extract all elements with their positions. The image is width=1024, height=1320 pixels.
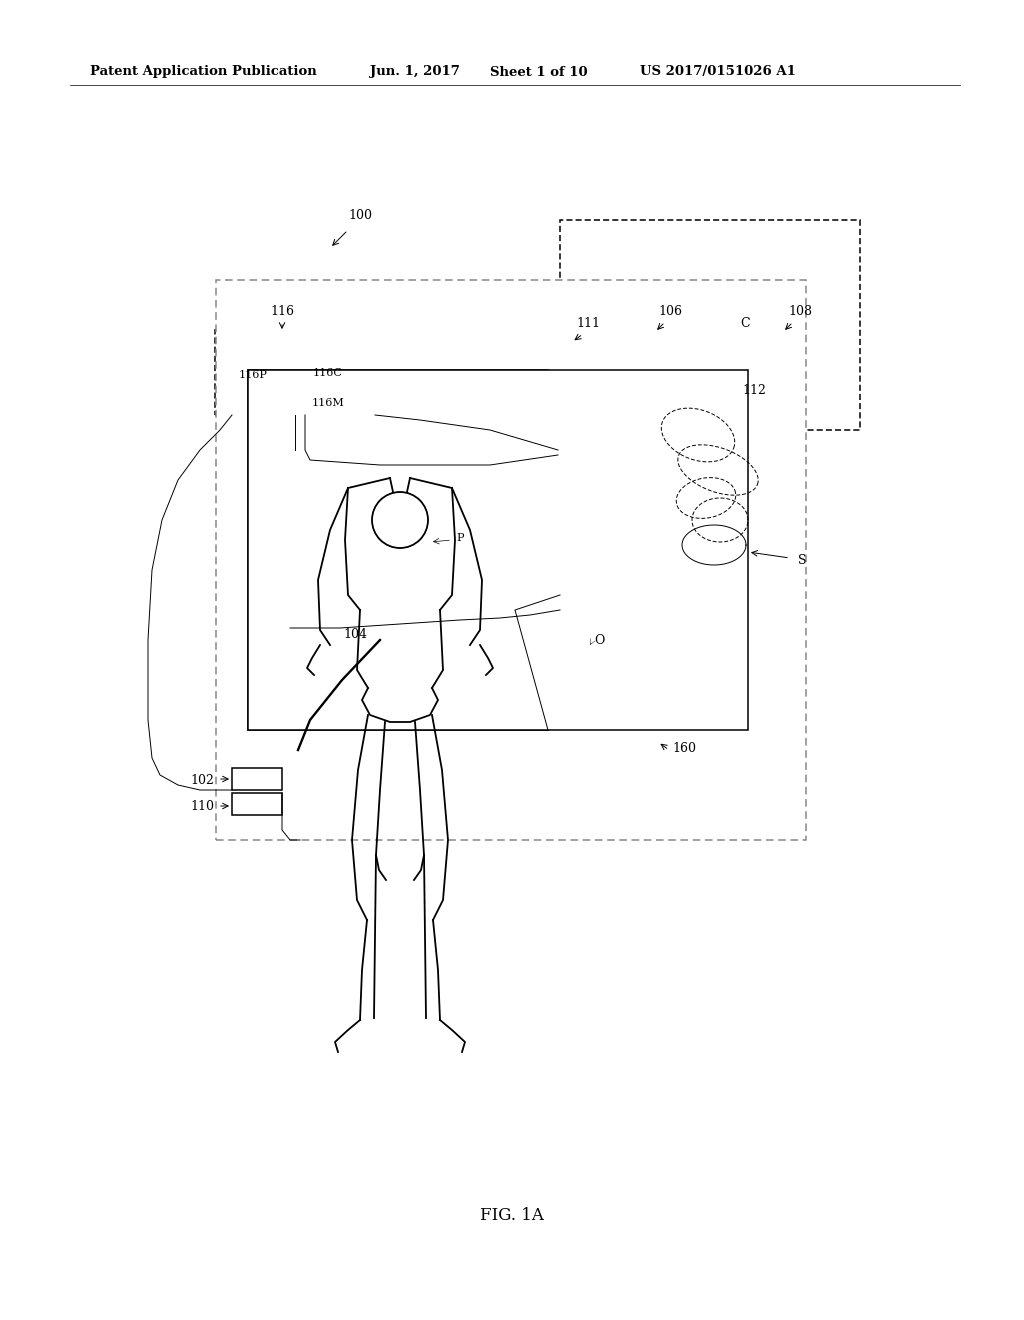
FancyBboxPatch shape <box>248 370 548 730</box>
Text: 116C: 116C <box>313 368 343 378</box>
Bar <box>232 793 282 814</box>
Text: Patent Application Publication: Patent Application Publication <box>90 66 316 78</box>
Text: 111: 111 <box>575 317 600 330</box>
Text: 106: 106 <box>658 305 682 318</box>
Text: 102: 102 <box>190 774 214 787</box>
FancyBboxPatch shape <box>216 280 806 840</box>
Text: US 2017/0151026 A1: US 2017/0151026 A1 <box>640 66 796 78</box>
Text: 100: 100 <box>348 209 372 222</box>
FancyBboxPatch shape <box>222 338 284 408</box>
Text: 116: 116 <box>270 305 294 318</box>
Text: Jun. 1, 2017: Jun. 1, 2017 <box>370 66 460 78</box>
Text: Sheet 1 of 10: Sheet 1 of 10 <box>490 66 588 78</box>
FancyBboxPatch shape <box>292 352 365 389</box>
Bar <box>232 768 282 789</box>
Text: 160: 160 <box>672 742 696 755</box>
FancyBboxPatch shape <box>292 389 365 412</box>
Text: O: O <box>594 634 604 647</box>
FancyBboxPatch shape <box>248 370 748 730</box>
FancyBboxPatch shape <box>560 220 860 430</box>
Text: C: C <box>740 317 750 330</box>
Text: S: S <box>798 553 807 566</box>
Text: 116P: 116P <box>239 370 267 380</box>
FancyBboxPatch shape <box>215 330 375 414</box>
Polygon shape <box>599 352 673 428</box>
Text: 104: 104 <box>343 628 367 642</box>
Text: 112: 112 <box>742 384 766 396</box>
Text: FIG. 1A: FIG. 1A <box>480 1206 544 1224</box>
Text: 116M: 116M <box>311 399 344 408</box>
Text: 108: 108 <box>788 305 812 318</box>
Text: P: P <box>456 533 464 543</box>
Text: 110: 110 <box>190 800 214 813</box>
